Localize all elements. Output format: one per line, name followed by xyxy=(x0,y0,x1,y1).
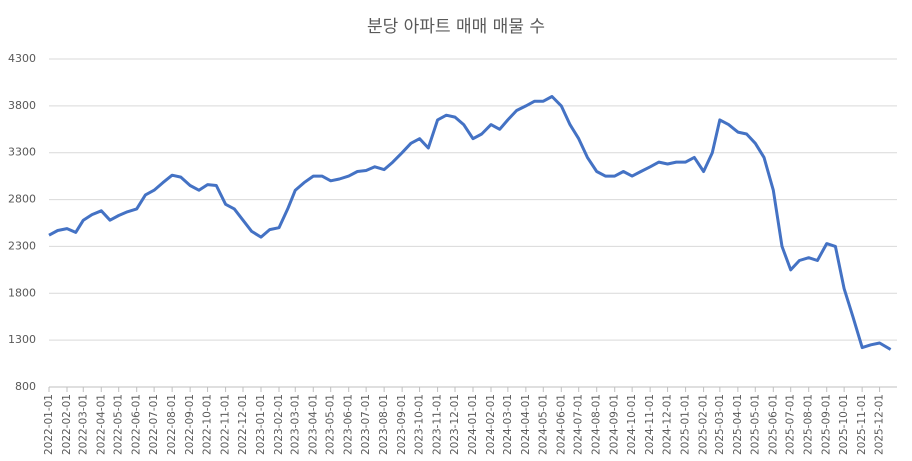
x-tick-label: 2025-02-01 xyxy=(698,394,710,455)
x-tick-label: 2025-12-01 xyxy=(874,394,886,455)
y-tick-label: 2800 xyxy=(8,193,36,206)
x-tick-label: 2023-01-01 xyxy=(255,394,267,455)
x-tick-label: 2024-12-01 xyxy=(662,394,674,455)
y-tick-label: 3300 xyxy=(8,146,36,159)
x-tick-label: 2023-10-01 xyxy=(414,394,426,455)
x-tick-label: 2023-02-01 xyxy=(273,394,285,455)
x-tick-label: 2023-06-01 xyxy=(343,394,355,455)
x-tick-label: 2022-02-01 xyxy=(61,394,73,455)
x-tick-label: 2025-06-01 xyxy=(767,394,779,455)
y-tick-label: 1300 xyxy=(8,333,36,346)
y-tick-label: 2300 xyxy=(8,239,36,252)
x-tick-label: 2025-11-01 xyxy=(856,394,868,455)
x-tick-label: 2022-06-01 xyxy=(131,394,143,455)
x-tick-label: 2025-09-01 xyxy=(821,394,833,455)
y-tick-label: 1800 xyxy=(8,286,36,299)
y-tick-label: 800 xyxy=(15,380,36,393)
x-tick-label: 2024-02-01 xyxy=(485,394,497,455)
y-tick-label: 3800 xyxy=(8,99,36,112)
x-tick-label: 2025-03-01 xyxy=(714,394,726,455)
x-tick-label: 2023-04-01 xyxy=(307,394,319,455)
x-tick-label: 2024-01-01 xyxy=(467,394,479,455)
x-tick-label: 2022-01-01 xyxy=(43,394,55,455)
x-tick-label: 2024-11-01 xyxy=(644,394,656,455)
x-tick-label: 2024-10-01 xyxy=(626,394,638,455)
x-tick-label: 2024-05-01 xyxy=(537,394,549,455)
x-tick-label: 2022-03-01 xyxy=(77,394,89,455)
x-tick-label: 2024-03-01 xyxy=(502,394,514,455)
x-tick-label: 2022-10-01 xyxy=(202,394,214,455)
x-tick-label: 2022-09-01 xyxy=(184,394,196,455)
x-tick-label: 2022-07-01 xyxy=(148,394,160,455)
x-tick-label: 2024-04-01 xyxy=(520,394,532,455)
x-tick-label: 2024-08-01 xyxy=(591,394,603,455)
x-tick-label: 2025-07-01 xyxy=(785,394,797,455)
x-tick-label: 2022-08-01 xyxy=(166,394,178,455)
x-tick-label: 2022-12-01 xyxy=(237,394,249,455)
x-tick-label: 2024-06-01 xyxy=(555,394,567,455)
x-tick-label: 2024-07-01 xyxy=(573,394,585,455)
x-tick-label: 2025-04-01 xyxy=(732,394,744,455)
x-tick-label: 2022-11-01 xyxy=(220,394,232,455)
x-tick-label: 2025-05-01 xyxy=(749,394,761,455)
x-tick-label: 2023-11-01 xyxy=(432,394,444,455)
x-tick-label: 2023-12-01 xyxy=(449,394,461,455)
x-tick-label: 2025-08-01 xyxy=(803,394,815,455)
x-tick-label: 2025-10-01 xyxy=(838,394,850,455)
x-tick-label: 2023-03-01 xyxy=(289,394,301,455)
x-tick-label: 2022-05-01 xyxy=(113,394,125,455)
x-tick-label: 2023-05-01 xyxy=(325,394,337,455)
x-tick-label: 2023-07-01 xyxy=(360,394,372,455)
x-tick-label: 2024-09-01 xyxy=(609,394,621,455)
x-tick-label: 2023-08-01 xyxy=(378,394,390,455)
x-tick-label: 2025-01-01 xyxy=(680,394,692,455)
y-tick-label: 4300 xyxy=(8,52,36,65)
x-tick-label: 2023-09-01 xyxy=(396,394,408,455)
line-series xyxy=(48,95,892,351)
chart-title: 분당 아파트 매매 매물 수 xyxy=(367,17,545,37)
x-tick-label: 2022-04-01 xyxy=(95,394,107,455)
